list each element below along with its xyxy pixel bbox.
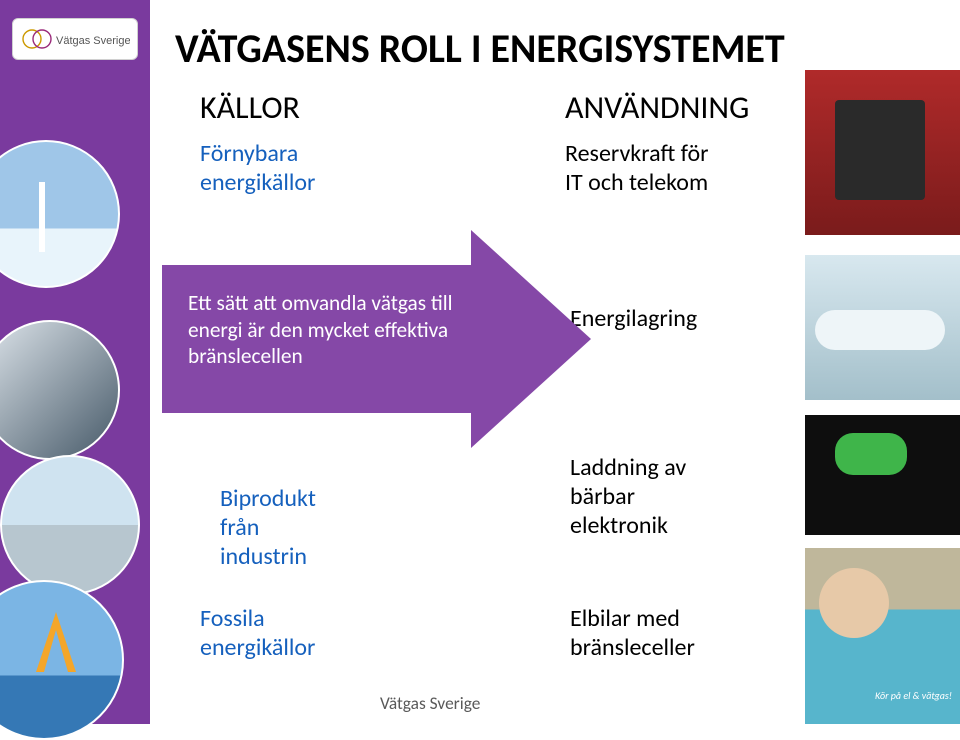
arrow-caption: Ett sätt att omvandla vätgas till energi… [188,290,478,370]
source-fossil: Fossila energikällor [200,605,315,663]
power-plant-image [0,455,140,595]
sidebar: Vätgas Sverige [0,0,150,724]
subhead-sources: KÄLLOR [200,88,300,127]
logo-card: Vätgas Sverige [12,18,138,60]
center-arrow: Ett sätt att omvandla vätgas till energi… [162,230,592,448]
source-byproduct: Biprodukt från industrin [220,485,340,571]
backup-power-image [805,70,960,235]
wind-turbine-image [0,140,120,288]
port-crane-image [0,580,124,740]
source-renewables: Förnybara energikällor [200,140,315,198]
energy-storage-image [805,255,960,400]
arrow-head-icon [471,230,591,448]
solar-panel-image [0,320,120,460]
use-portable-charging: Laddning av bärbar elektronik [570,454,730,540]
page-title: VÄTGASENS ROLL I ENERGISYSTEMET [175,24,785,73]
use-fuel-cell-vehicles: Elbilar med bränsleceller [570,605,695,663]
hydrogen-sweden-logo: Vätgas Sverige [20,24,130,54]
footer-brand: Vätgas Sverige [380,692,480,714]
subhead-uses: ANVÄNDNING [565,88,749,127]
portable-charger-image [805,415,960,535]
use-backup-power: Reservkraft för IT och telekom [565,140,709,198]
fuel-cell-car-image [805,548,960,724]
svg-text:Vätgas Sverige: Vätgas Sverige [56,35,130,47]
